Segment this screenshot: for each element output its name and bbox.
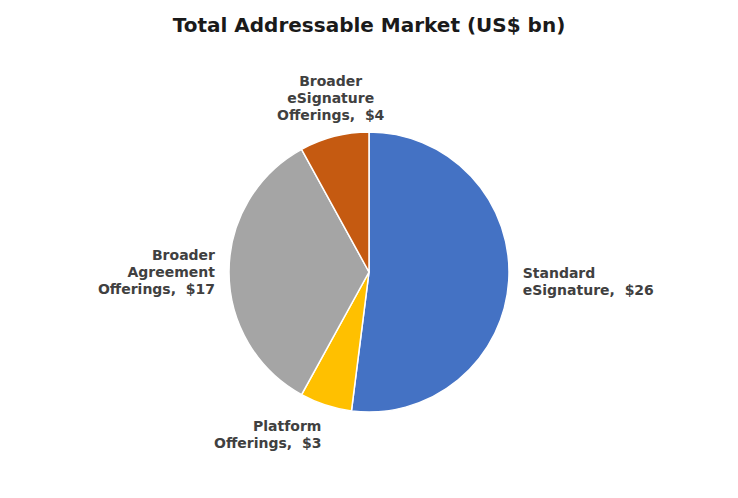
slice-label-line: Offerings, $17 — [98, 281, 215, 297]
pie-slice — [351, 132, 509, 412]
chart-title: Total Addressable Market (US$ bn) — [173, 13, 566, 37]
slice-label-line: eSignature, $26 — [523, 282, 654, 298]
slice-label-line: Offerings, $3 — [214, 435, 321, 451]
pie-slice — [302, 132, 369, 272]
slice-label-line: Agreement — [128, 264, 216, 280]
chart-container: Total Addressable Market (US$ bn) Standar… — [0, 0, 738, 498]
slice-label-line: Offerings, $4 — [277, 107, 385, 123]
slice-label-line: eSignature — [287, 90, 374, 106]
slice-label-line: Broader — [152, 247, 215, 263]
slice-label: BroadereSignatureOfferings, $4 — [277, 73, 385, 123]
slice-label: StandardeSignature, $26 — [523, 265, 654, 298]
slice-label-line: Broader — [299, 73, 362, 89]
slice-label-line: Standard — [523, 265, 596, 281]
pie-group — [229, 132, 509, 412]
slice-label: PlatformOfferings, $3 — [214, 418, 321, 451]
chart-svg: Total Addressable Market (US$ bn) Standar… — [0, 0, 738, 498]
slice-label-line: Platform — [253, 418, 321, 434]
label-group: StandardeSignature, $26PlatformOfferings… — [98, 73, 654, 450]
slice-label: BroaderAgreementOfferings, $17 — [98, 247, 215, 297]
